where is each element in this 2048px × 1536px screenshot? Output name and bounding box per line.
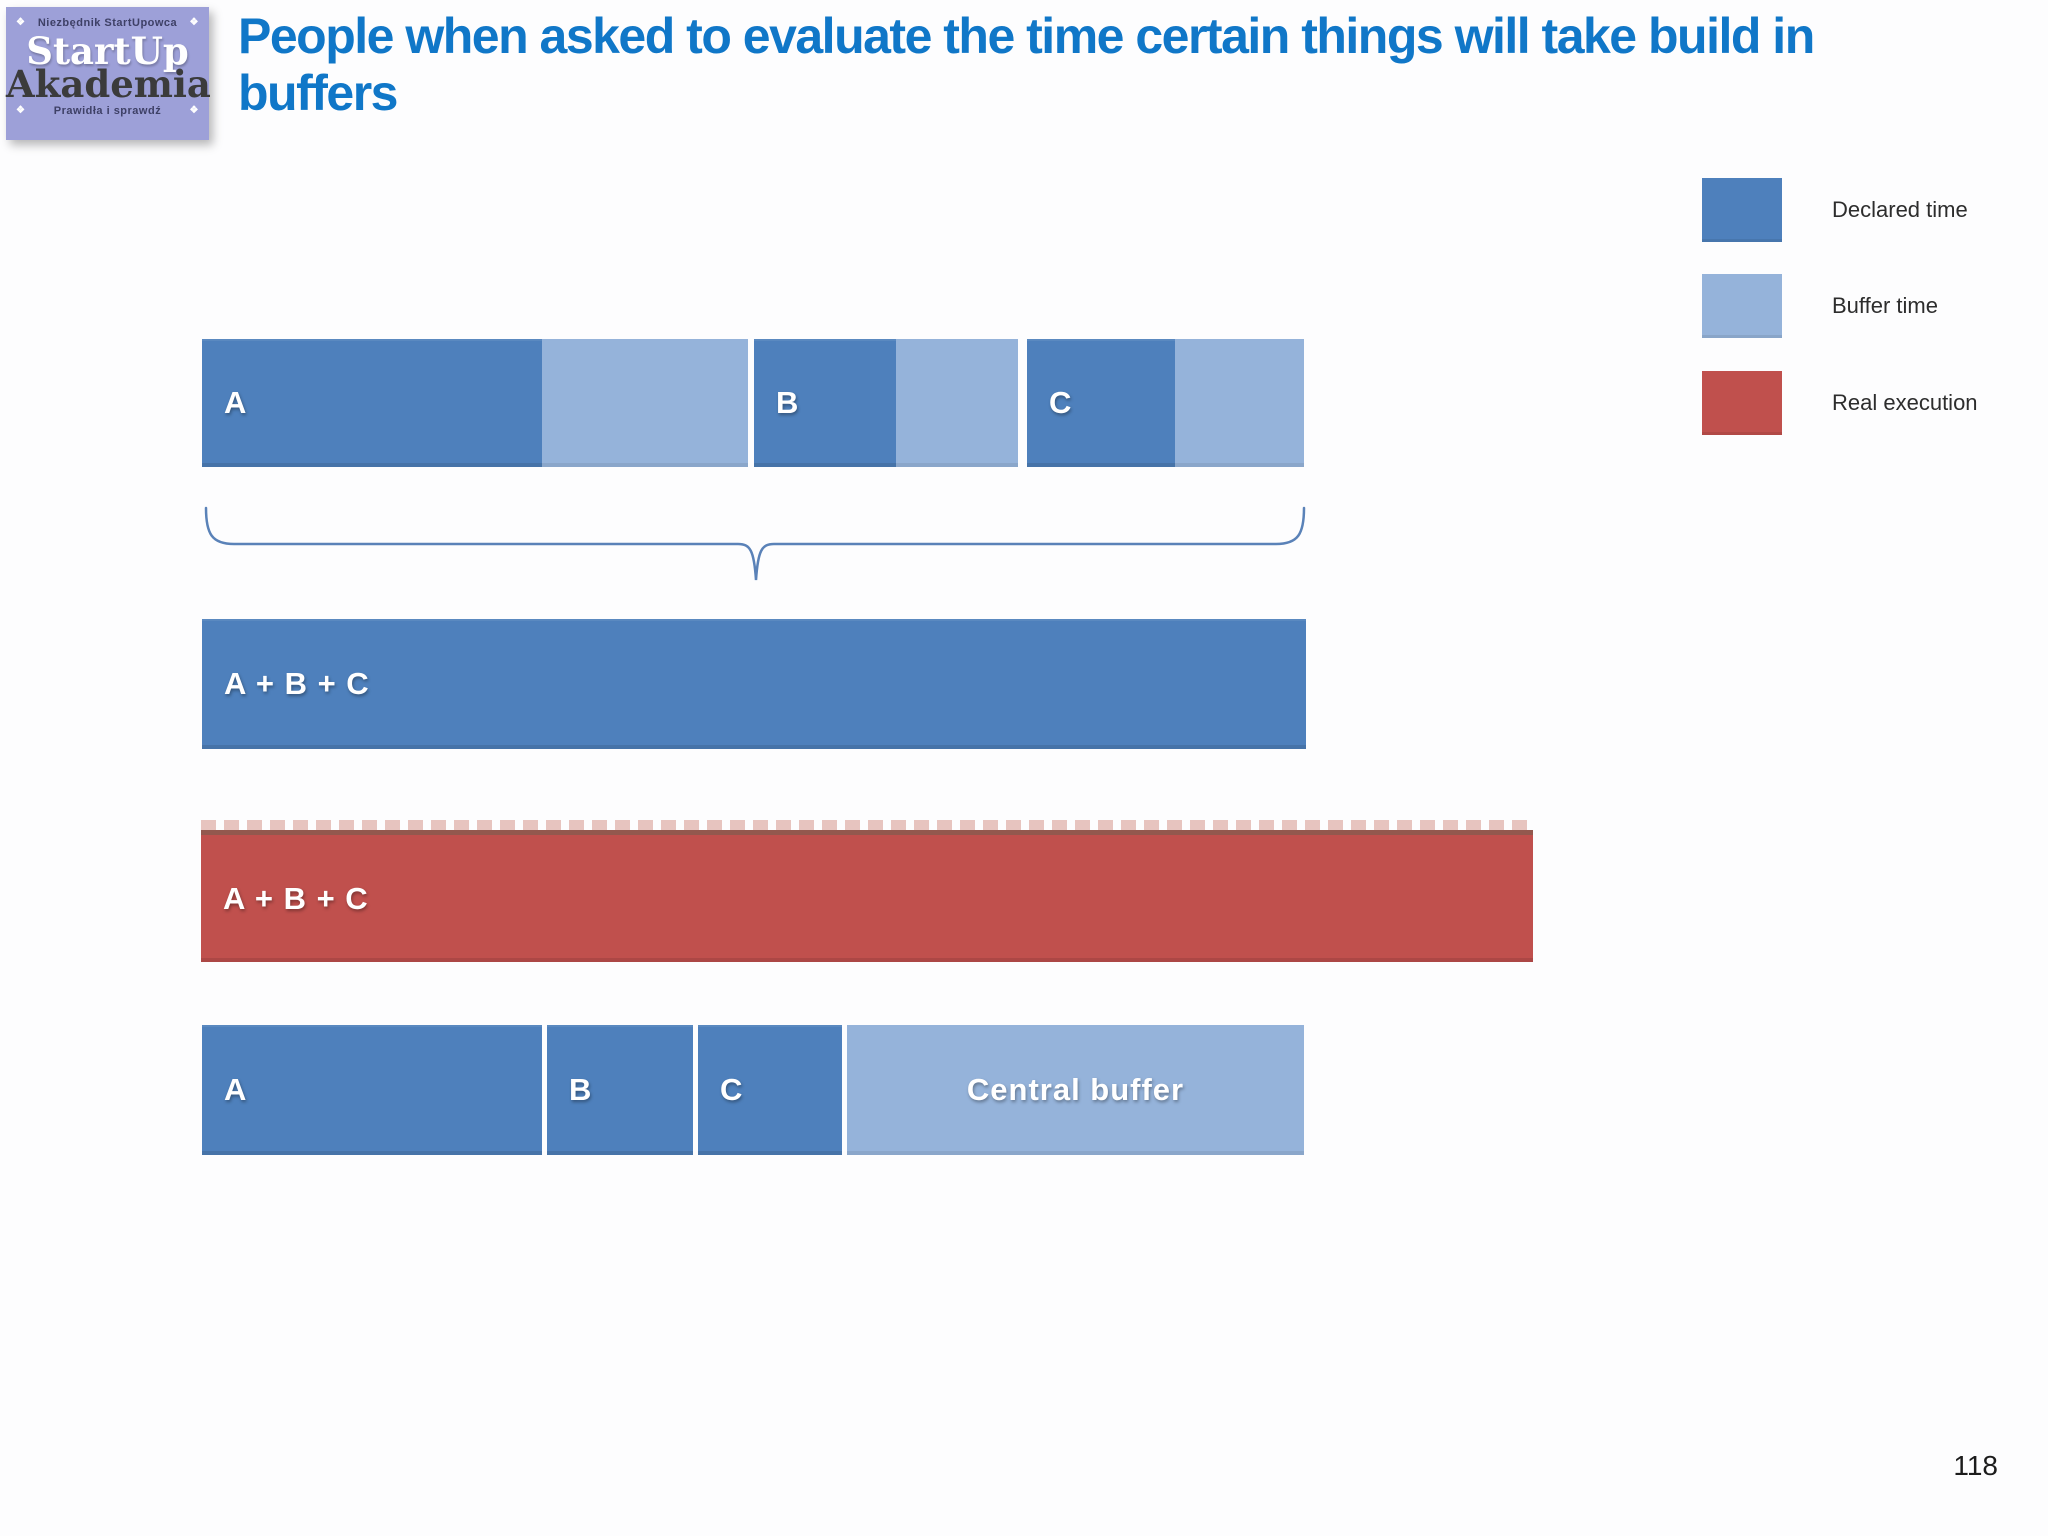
total-declared-bar: A + B + C — [202, 619, 1306, 749]
task-b-buffer-bar — [896, 339, 1018, 467]
real-execution-label: A + B + C — [223, 880, 369, 916]
logo-bottom-text: Prawidła i sprawdź — [53, 105, 162, 117]
real-execution-bar: A + B + C — [201, 830, 1533, 962]
task-a-buffer-bar — [542, 339, 748, 467]
brace-path — [204, 506, 1306, 581]
task-c-declared-bar: C — [1027, 339, 1175, 467]
slide-title-line1: People when asked to evaluate the time c… — [238, 8, 1815, 64]
diamond-icon: ❖ — [16, 17, 26, 28]
real-execution-swatch — [1702, 371, 1782, 435]
diamond-icon: ❖ — [16, 105, 26, 116]
diamond-icon: ❖ — [189, 105, 199, 116]
central-buffer-bar: Central buffer — [847, 1025, 1304, 1155]
declared-time-swatch — [1702, 178, 1782, 242]
task-b-declared-bar: B — [754, 339, 896, 467]
task-a-declared-bar: A — [202, 339, 542, 467]
task-c-buffer-bar — [1175, 339, 1304, 467]
logo-name-line1: StartUp — [26, 29, 189, 73]
slide-title-line2: buffers — [238, 65, 398, 121]
diamond-icon: ❖ — [189, 17, 199, 28]
central-row-c-label: C — [720, 1072, 744, 1107]
legend-item-buffer-time: Buffer time — [1702, 274, 2048, 338]
central-row-a-label: A — [224, 1072, 248, 1107]
central-row-a-bar: A — [202, 1025, 542, 1155]
logo-top-text: Niezbędnik StartUpowca — [37, 17, 178, 29]
startup-akademia-logo: ❖ Niezbędnik StartUpowca ❖ StartUp Akade… — [6, 7, 211, 140]
legend-label: Declared time — [1832, 197, 1968, 222]
brace-icon — [204, 506, 1306, 581]
legend-item-real-execution: Real execution — [1702, 371, 2048, 435]
legend-item-declared-time: Declared time — [1702, 178, 2048, 242]
logo-name-line2: Akademia — [6, 62, 211, 106]
legend-label: Buffer time — [1832, 293, 1938, 318]
logo-top-row: ❖ Niezbędnik StartUpowca ❖ — [6, 17, 209, 29]
page-number: 118 — [1953, 1450, 1998, 1481]
tick-strip-decoration — [201, 820, 1533, 830]
task-c-label: C — [1049, 385, 1073, 420]
central-row-b-bar: B — [547, 1025, 693, 1155]
buffer-time-swatch — [1702, 274, 1782, 338]
central-buffer-label: Central buffer — [966, 1072, 1185, 1107]
central-row-b-label: B — [569, 1072, 593, 1107]
legend-label: Real execution — [1832, 390, 1978, 415]
task-a-label: A — [224, 385, 248, 420]
central-row-c-bar: C — [698, 1025, 842, 1155]
slide-title: People when asked to evaluate the time c… — [238, 8, 2028, 122]
logo-bottom-row: ❖ Prawidła i sprawdź ❖ — [6, 105, 209, 117]
task-b-label: B — [776, 385, 800, 420]
total-declared-label: A + B + C — [224, 666, 370, 701]
